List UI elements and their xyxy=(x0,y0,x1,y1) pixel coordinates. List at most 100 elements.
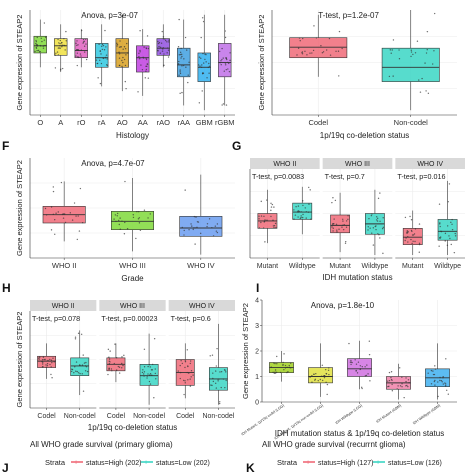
data-point xyxy=(161,30,163,33)
facet-title: T-test, p=0.00023 xyxy=(101,314,157,323)
x-axis-label: 1p/19q co-deletion status xyxy=(88,423,177,432)
data-point xyxy=(147,77,150,79)
data-point xyxy=(36,36,38,39)
box-body xyxy=(177,47,191,78)
data-point xyxy=(191,225,193,227)
x-tick-label: WHO III xyxy=(119,261,146,270)
data-point xyxy=(149,213,151,215)
data-point xyxy=(218,378,220,380)
data-point xyxy=(76,52,79,54)
x-tick-label: Wildtype xyxy=(289,263,316,270)
data-point xyxy=(181,91,183,94)
data-point xyxy=(418,79,420,81)
data-point xyxy=(336,229,338,231)
data-point xyxy=(439,223,441,225)
data-point xyxy=(70,370,73,373)
data-point xyxy=(283,369,285,371)
data-point xyxy=(50,229,53,231)
data-point xyxy=(266,219,268,221)
x-tick-label: rAA xyxy=(177,118,190,127)
data-point xyxy=(116,43,119,46)
data-point xyxy=(350,359,352,362)
data-point xyxy=(184,189,186,191)
data-point xyxy=(215,365,218,367)
data-point xyxy=(390,52,392,54)
box-body xyxy=(179,216,223,237)
data-point xyxy=(108,356,110,358)
data-point xyxy=(139,58,141,60)
data-point xyxy=(204,53,206,55)
data-point xyxy=(45,366,48,368)
data-point xyxy=(345,220,348,222)
data-point xyxy=(168,39,170,41)
data-point xyxy=(157,40,159,43)
box-4 xyxy=(425,343,450,400)
data-point xyxy=(258,215,260,217)
data-point xyxy=(58,47,60,49)
data-point xyxy=(42,47,45,49)
data-point xyxy=(314,379,316,381)
box-2 xyxy=(347,340,372,390)
data-point xyxy=(379,192,381,194)
data-point xyxy=(154,372,157,375)
data-point xyxy=(272,371,274,373)
data-point xyxy=(262,227,265,229)
data-point xyxy=(188,228,190,231)
data-point xyxy=(36,49,38,52)
legend-swatch-cross: + xyxy=(376,460,380,467)
data-point xyxy=(118,366,121,368)
data-point xyxy=(391,383,393,386)
box-0 xyxy=(37,343,57,379)
data-point xyxy=(276,355,278,358)
data-point xyxy=(189,360,192,362)
data-point xyxy=(124,48,127,50)
data-point xyxy=(84,365,87,367)
box-body xyxy=(402,228,423,245)
data-point xyxy=(299,217,302,220)
data-point xyxy=(413,233,416,235)
data-point xyxy=(118,51,120,53)
data-point xyxy=(125,87,127,90)
data-point xyxy=(65,40,67,42)
data-point xyxy=(73,372,75,374)
x-axis-label: IDH mutation status xyxy=(322,273,392,282)
data-point xyxy=(451,218,453,221)
facet-0: WHO II T-test, p=0.0083 Mutant Wildtype xyxy=(249,158,320,270)
data-point xyxy=(270,206,273,208)
data-point xyxy=(82,354,84,356)
data-point xyxy=(82,41,85,43)
data-point xyxy=(180,360,182,362)
data-point xyxy=(192,227,195,229)
data-point xyxy=(180,47,182,50)
data-point xyxy=(211,227,213,229)
data-point xyxy=(142,56,144,58)
data-point xyxy=(302,213,304,216)
facet-strip-label: WHO II xyxy=(273,161,296,168)
data-point xyxy=(431,63,434,65)
y-axis-label: Gene expression of STEAP2 xyxy=(15,15,24,111)
data-point xyxy=(147,217,149,219)
data-point xyxy=(179,364,181,367)
data-point xyxy=(178,74,180,76)
data-point xyxy=(421,77,423,80)
x-tick-label: rGBM xyxy=(215,118,235,127)
data-point xyxy=(225,68,227,71)
data-point xyxy=(270,366,272,368)
data-point xyxy=(181,226,184,229)
data-point xyxy=(102,57,105,60)
data-point xyxy=(411,230,413,233)
data-point xyxy=(178,18,180,21)
data-point xyxy=(273,225,276,227)
data-point xyxy=(119,64,121,67)
data-point xyxy=(374,225,376,228)
data-point xyxy=(320,375,323,377)
data-point xyxy=(163,64,165,66)
data-point xyxy=(305,211,308,213)
data-point xyxy=(223,70,225,72)
data-point xyxy=(123,354,125,357)
data-point xyxy=(58,42,60,44)
data-point xyxy=(221,58,223,61)
box-body xyxy=(136,45,150,73)
data-point xyxy=(376,217,379,220)
data-point xyxy=(430,383,433,385)
